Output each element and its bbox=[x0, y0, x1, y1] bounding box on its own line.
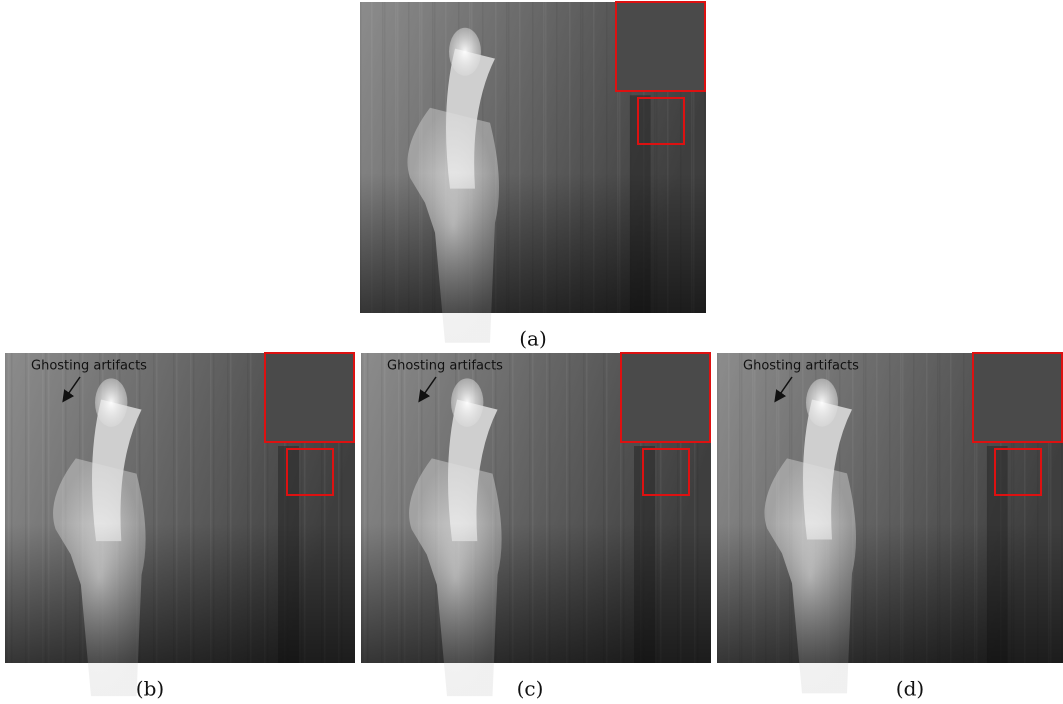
floor-shade bbox=[361, 524, 711, 664]
annotation: Ghosting artifacts bbox=[31, 359, 147, 374]
zoom-inset bbox=[616, 2, 705, 91]
caption: (a) bbox=[519, 327, 547, 351]
thermal-image: Ghosting artifacts bbox=[361, 353, 711, 696]
head bbox=[95, 378, 127, 427]
floor-shade bbox=[360, 173, 706, 313]
thermal-image bbox=[360, 2, 706, 343]
floor-shade bbox=[717, 524, 1063, 664]
zoom-inset bbox=[265, 353, 354, 442]
annotation: Ghosting artifacts bbox=[387, 359, 503, 374]
floor-shade bbox=[5, 524, 355, 664]
zoom-inset bbox=[621, 353, 710, 442]
figure: (a) Ghosting artifacts (b) Ghosting artifac… bbox=[0, 0, 1063, 704]
head bbox=[449, 28, 481, 76]
head bbox=[451, 378, 483, 427]
caption: (d) bbox=[896, 677, 924, 701]
zoom-inset bbox=[973, 353, 1062, 442]
caption: (b) bbox=[136, 677, 164, 701]
head bbox=[806, 379, 838, 427]
thermal-image: Ghosting artifacts bbox=[717, 353, 1063, 693]
annotation: Ghosting artifacts bbox=[743, 359, 859, 374]
thermal-image: Ghosting artifacts bbox=[5, 353, 355, 696]
caption: (c) bbox=[517, 677, 544, 701]
